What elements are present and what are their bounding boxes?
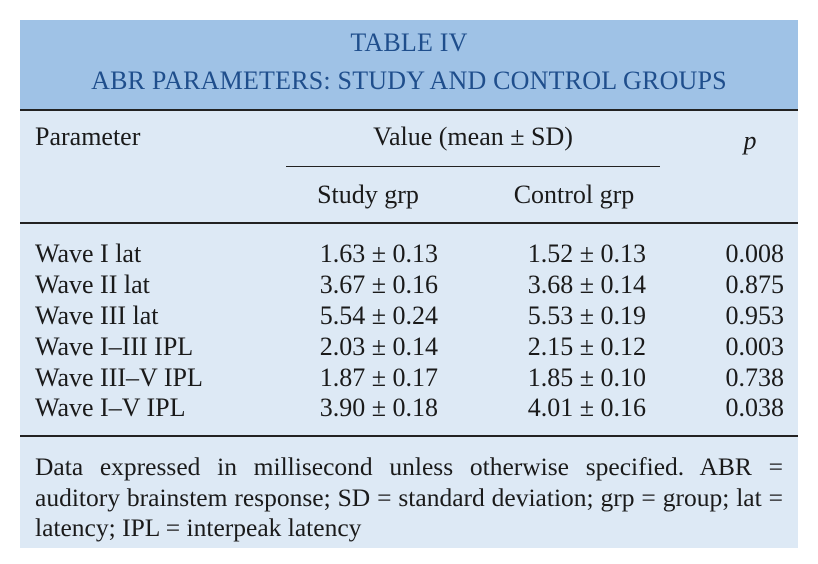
cell-p: 0.003 [725,332,785,361]
cell-p: 0.038 [725,393,785,422]
cell-study: 3.90 ± 0.18 [319,393,438,422]
cell-study: 3.67 ± 0.16 [319,270,438,299]
table-row: Wave I–III IPL 2.03 ± 0.14 2.15 ± 0.12 0… [20,332,798,363]
cell-parameter: Wave II lat [35,270,150,299]
cell-parameter: Wave I–V IPL [35,393,186,422]
cell-parameter: Wave III lat [35,301,159,330]
column-header-p: p [743,126,757,155]
cell-parameter: Wave I lat [35,239,142,268]
column-header-value: Value (mean ± SD) [373,122,573,151]
cell-p: 0.008 [725,239,785,268]
table-row: Wave III lat 5.54 ± 0.24 5.53 ± 0.19 0.9… [20,301,798,332]
cell-p: 0.953 [725,301,785,330]
cell-control: 5.53 ± 0.19 [527,301,646,330]
cell-control: 4.01 ± 0.16 [527,393,646,422]
cell-study: 2.03 ± 0.14 [319,332,438,361]
cell-control: 3.68 ± 0.14 [527,270,646,299]
cell-p: 0.875 [725,270,785,299]
value-span-rule [286,166,660,168]
table-row: Wave I–V IPL 3.90 ± 0.18 4.01 ± 0.16 0.0… [20,393,798,424]
header-bottom-rule [20,222,798,224]
cell-control: 2.15 ± 0.12 [527,332,646,361]
table-row: Wave II lat 3.67 ± 0.16 3.68 ± 0.14 0.87… [20,270,798,301]
abr-parameters-table: TABLE IV ABR PARAMETERS: STUDY AND CONTR… [20,20,798,548]
column-header-study: Study grp [317,180,419,209]
cell-parameter: Wave III–V IPL [35,363,203,392]
cell-control: 1.85 ± 0.10 [527,363,646,392]
body-bottom-rule [20,435,798,437]
column-header-parameter: Parameter [35,122,141,151]
table-row: Wave I lat 1.63 ± 0.13 1.52 ± 0.13 0.008 [20,239,798,270]
cell-study: 1.63 ± 0.13 [319,239,438,268]
table-title: ABR PARAMETERS: STUDY AND CONTROL GROUPS [91,66,727,95]
table-number: TABLE IV [350,28,468,57]
cell-study: 5.54 ± 0.24 [319,301,438,330]
table-row: Wave III–V IPL 1.87 ± 0.17 1.85 ± 0.10 0… [20,363,798,394]
cell-study: 1.87 ± 0.17 [319,363,438,392]
table-footnote: Data expressed in millisecond unless oth… [35,452,783,542]
cell-parameter: Wave I–III IPL [35,332,194,361]
column-header-control: Control grp [513,180,635,209]
table-title-band: TABLE IV ABR PARAMETERS: STUDY AND CONTR… [20,20,798,110]
cell-p: 0.738 [725,363,785,392]
cell-control: 1.52 ± 0.13 [527,239,646,268]
header-top-rule [20,109,798,111]
